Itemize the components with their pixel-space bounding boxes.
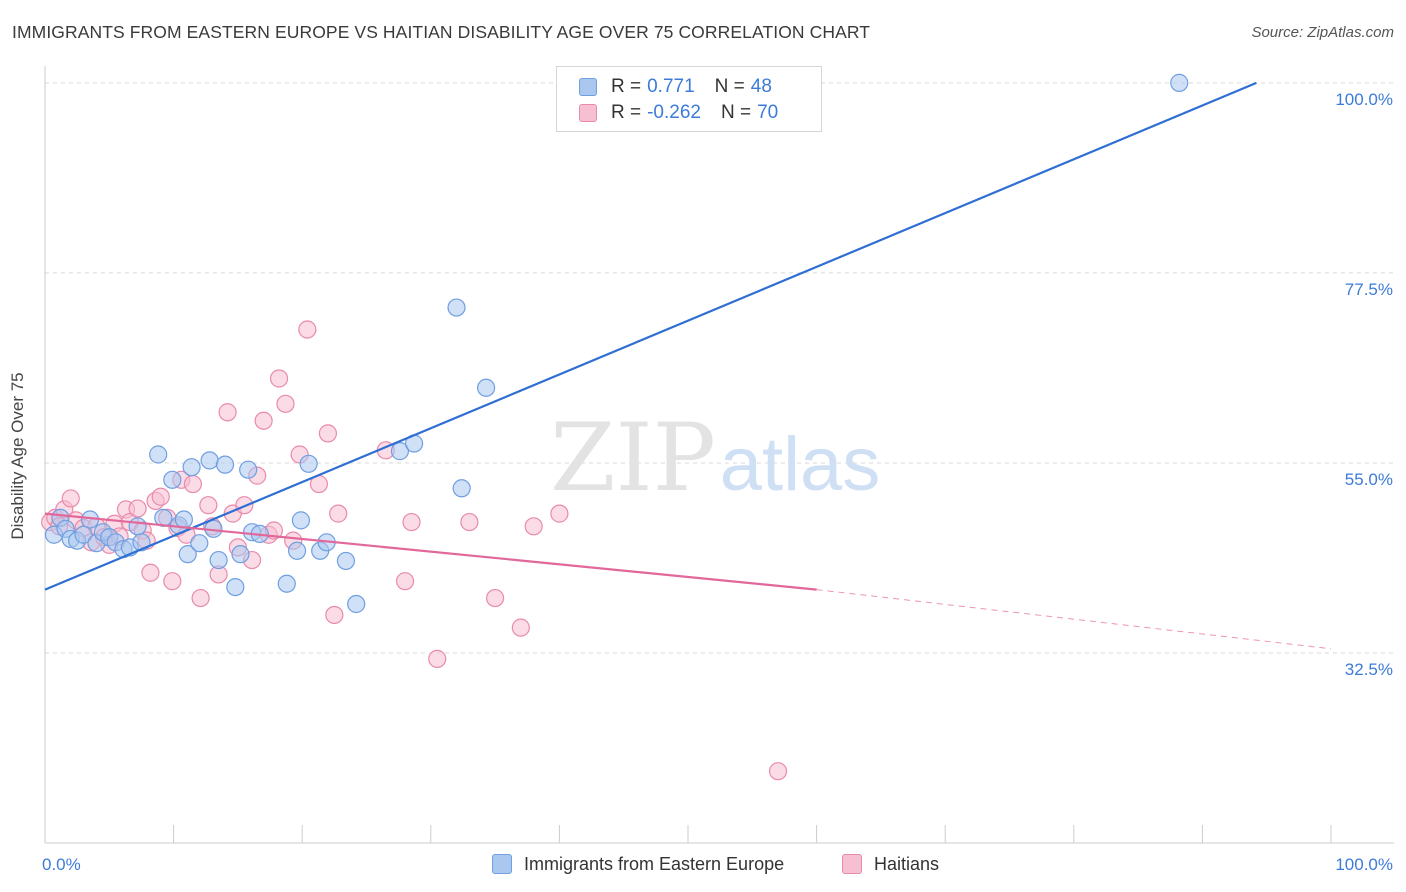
eastern-europe-point [174,510,193,529]
haitians-point [325,605,344,625]
eastern-europe-point [74,525,93,544]
eastern-europe-point [291,511,311,530]
haitians-point [128,499,147,518]
haitians-point [298,320,317,339]
eastern-europe-point [128,517,147,536]
watermark-atlas: atlas [720,422,881,507]
eastern-europe-point [182,458,201,477]
axes [44,66,1394,844]
bottom-legend-label-pink: Haitians [874,853,940,874]
bottom-legend-label-blue: Immigrants from Eastern Europe [524,853,785,874]
haitians-trend-line [44,512,817,591]
eastern-europe-point [347,594,366,614]
haitians-point [550,504,569,523]
haitians-point [199,496,218,515]
haitians-point [183,474,202,494]
y-tick-label: 32.5% [1345,660,1393,679]
y-tick-label: 55.0% [1345,470,1393,489]
chart-title: IMMIGRANTS FROM EASTERN EUROPE VS HAITIA… [12,22,871,42]
x-tick-label: 0.0% [42,855,81,874]
bottom-legend-swatch-blue [492,854,512,874]
eastern-europe-points [44,73,1189,614]
haitians-point [254,411,273,430]
eastern-europe-point [178,545,197,564]
legend-swatch-blue [579,78,597,96]
watermark-zip: ZIP [550,404,716,513]
haitians-point [402,512,421,532]
legend-row-blue: R = 0.771 N = 48 [579,75,772,99]
haitians-point [218,403,237,422]
haitians-point [511,618,530,637]
eastern-europe-trend-line [44,81,1257,591]
correlation-legend: R = 0.771 N = 48 R = -0.262 N = 70 [556,66,822,132]
bottom-legend-pink: Haitians [842,852,939,876]
bottom-legend-swatch-pink [842,854,862,874]
eastern-europe-point [287,541,307,560]
eastern-europe-point [226,577,245,597]
eastern-europe-point [447,298,466,317]
eastern-europe-point [277,574,296,593]
eastern-europe-point [1170,73,1189,92]
legend-n-value: 48 [750,76,772,97]
haitians-point [486,588,505,608]
eastern-europe-point [190,534,209,553]
haitians-point [276,394,295,413]
eastern-europe-point [149,445,168,464]
legend-row-pink: R = -0.262 N = 70 [579,101,778,125]
trend-lines [44,81,1332,650]
legend-r-value: -0.262 [647,102,701,123]
haitians-point [269,369,289,388]
eastern-europe-point [209,550,228,570]
haitians-point [191,588,210,608]
x-tick-label: 100.0% [1335,855,1393,874]
haitians-point [163,572,182,591]
eastern-europe-point [231,545,250,564]
haitians-point [318,424,338,443]
source-label: Source: ZipAtlas.com [1251,24,1394,41]
eastern-europe-point [299,454,318,473]
y-tick-label: 77.5% [1345,280,1393,299]
legend-swatch-pink [579,104,597,122]
haitians-point [768,762,788,781]
bottom-legend-blue: Immigrants from Eastern Europe [492,852,784,876]
haitians-point [395,572,415,591]
haitians-point [61,489,80,508]
eastern-europe-point [163,470,182,489]
zipatlas-watermark: ZIP atlas [550,404,880,513]
eastern-europe-point [200,451,219,470]
y-tick-label: 100.0% [1335,90,1393,109]
x-tick-labels: 0.0% 100.0% [42,855,1393,874]
eastern-europe-point [452,479,471,498]
haitians-point [460,512,479,532]
eastern-europe-point [239,460,258,479]
legend-n-label: N = [714,76,745,97]
haitians-point [524,517,543,536]
haitians-trend-extension [816,589,1332,650]
legend-r-label: R = [611,102,642,123]
legend-n-label: N = [720,102,752,123]
legend-n-value: 70 [757,102,779,123]
haitians-point [329,504,348,523]
legend-r-value: 0.771 [647,76,695,97]
legend-r-label: R = [611,76,642,97]
eastern-europe-point [390,442,410,461]
haitians-point [151,487,170,506]
eastern-europe-point [215,455,235,474]
eastern-europe-point [336,551,356,571]
haitians-point [428,649,447,668]
y-tick-labels: 32.5% 55.0% 77.5% 100.0% [1335,90,1393,679]
haitians-point [141,563,160,582]
eastern-europe-point [476,378,496,397]
